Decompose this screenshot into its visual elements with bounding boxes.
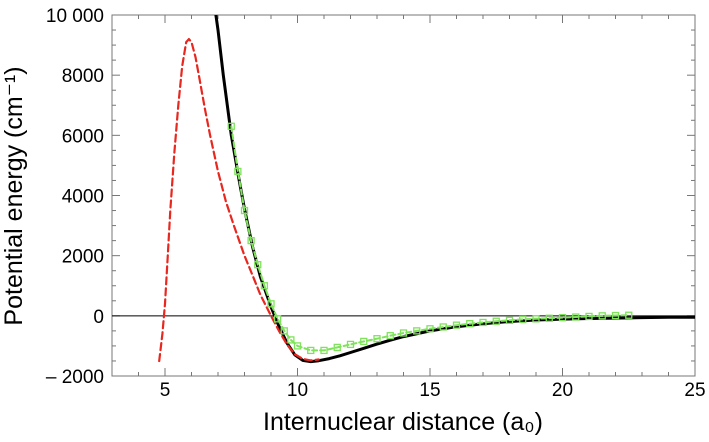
x-axis-title: Internuclear distance (a₀) (263, 408, 543, 436)
y-tick-label: 6000 (62, 126, 104, 147)
series-point (307, 346, 315, 355)
series-point (267, 300, 275, 308)
series-point (227, 122, 235, 130)
series-point (625, 311, 633, 319)
x-tick-label: 20 (552, 380, 573, 401)
y-tick-label: – 2000 (46, 367, 104, 388)
plot-frame (111, 14, 696, 377)
series-point (572, 313, 580, 321)
series-point (346, 340, 355, 349)
series-point (234, 167, 242, 176)
series-point (532, 315, 540, 323)
series-line-2 (230, 125, 630, 352)
series-point (519, 315, 527, 324)
series-point (466, 320, 474, 328)
series-point (386, 332, 394, 340)
series-point (280, 327, 288, 335)
series-point (413, 327, 421, 335)
series-point (240, 206, 249, 215)
series-line-1 (158, 37, 320, 363)
y-tick-label: 4000 (62, 187, 104, 208)
y-tick-label: 0 (93, 307, 104, 328)
series-point (611, 311, 620, 320)
tick-label-group: 5 10 15 20 25 – 2000 0 2000 4000 6000 8000 10 000 (46, 6, 706, 401)
series-point (287, 336, 295, 344)
series-point (373, 335, 381, 343)
tick-group (111, 14, 696, 377)
series-point (452, 321, 461, 329)
x-tick-label: 5 (160, 380, 171, 401)
series-point (254, 261, 262, 269)
series-group (158, 15, 695, 364)
series-point (598, 312, 606, 320)
y-axis-title: Potential energy (cm⁻¹) (0, 66, 28, 325)
series-point (492, 317, 500, 325)
series-point (260, 282, 269, 290)
series-point (585, 312, 593, 321)
series-point (439, 323, 447, 331)
series-point (426, 325, 434, 333)
series-point (505, 316, 514, 324)
series-point (545, 314, 553, 322)
y-tick-label: 10 000 (46, 6, 104, 27)
series-point (247, 236, 255, 245)
x-tick-label: 25 (684, 380, 705, 401)
y-tick-label: 8000 (62, 66, 104, 87)
series-point (273, 315, 282, 323)
y-tick-label: 2000 (62, 247, 104, 268)
series-point (333, 343, 341, 352)
x-tick-label: 10 (287, 380, 308, 401)
series-point (360, 337, 368, 346)
series-point (399, 329, 408, 337)
series-point (293, 342, 302, 350)
series-point (479, 318, 487, 327)
series-point (558, 313, 567, 322)
series-line-0 (214, 15, 695, 364)
x-tick-label: 15 (419, 380, 440, 401)
series-point (320, 346, 328, 355)
